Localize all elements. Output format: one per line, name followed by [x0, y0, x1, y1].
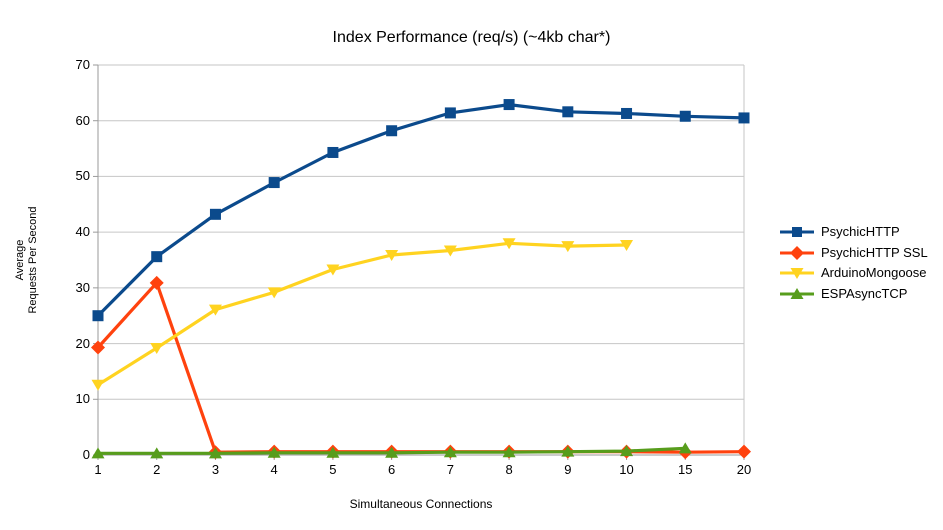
data-point-marker [621, 107, 633, 119]
data-point-marker [208, 304, 222, 316]
series-line-arduinomongoose [97, 241, 627, 387]
x-tick-label: 10 [619, 462, 634, 477]
x-tick-label: 7 [446, 462, 454, 477]
data-point-marker [679, 110, 691, 122]
data-point-marker [386, 125, 398, 137]
data-point-marker [92, 310, 104, 322]
data-point-marker [150, 447, 164, 459]
y-tick-label: 20 [75, 335, 90, 351]
data-point-marker [562, 106, 574, 118]
legend: PsychicHTTP PsychicHTTP SSL ArduinoMongo… [779, 222, 928, 304]
legend-label: ArduinoMongoose [821, 265, 927, 281]
x-tick-label: 5 [329, 462, 337, 477]
data-point-marker [208, 447, 222, 459]
legend-item-arduinomongoose: ArduinoMongoose [779, 263, 928, 284]
y-tick-label: 40 [75, 224, 90, 240]
data-point-marker [149, 275, 164, 290]
x-tick-label: 9 [564, 462, 572, 477]
data-point-marker [91, 340, 105, 355]
series-line-psychichttp [96, 103, 745, 317]
x-tick-label: 4 [270, 462, 278, 477]
data-point-marker [503, 99, 515, 111]
data-point-marker [443, 245, 457, 257]
y-tick-label: 10 [75, 391, 90, 407]
data-point-marker [561, 241, 575, 253]
legend-marker-triangle-down-icon [780, 268, 814, 280]
data-point-marker [91, 379, 105, 391]
data-point-marker [150, 343, 164, 355]
data-point-marker [209, 208, 221, 220]
data-point-marker [738, 112, 750, 124]
data-point-marker [151, 251, 163, 263]
data-point-marker [443, 446, 457, 458]
data-point-marker [444, 107, 456, 119]
y-tick-label: 60 [75, 112, 90, 128]
data-point-marker [326, 264, 340, 276]
data-point-marker [267, 446, 281, 458]
data-point-marker [326, 446, 340, 458]
legend-marker-triangle-up-icon [780, 287, 814, 299]
x-axis-title: Simultaneous Connections [349, 497, 493, 511]
legend-item-psychichttp-ssl: PsychicHTTP SSL [779, 243, 928, 264]
y-tick-label: 0 [82, 447, 90, 462]
data-point-marker [267, 287, 281, 299]
legend-label: PsychicHTTP [821, 224, 900, 240]
legend-item-espasynctcp: ESPAsyncTCP [779, 284, 928, 305]
legend-item-psychichttp: PsychicHTTP [779, 222, 928, 243]
legend-marker-square-icon [780, 227, 814, 238]
data-point-marker [385, 249, 399, 261]
x-tick-label: 3 [211, 462, 220, 477]
legend-label: ESPAsyncTCP [821, 285, 908, 301]
x-tick-label: 8 [505, 462, 513, 477]
legend-label: PsychicHTTP SSL [821, 244, 928, 260]
x-tick-label: 2 [153, 462, 161, 477]
series-line-psychichttp-ssl [96, 281, 745, 454]
y-tick-label: 70 [75, 57, 90, 72]
y-tick-label: 30 [75, 279, 90, 295]
data-point-marker [91, 447, 105, 459]
y-tick-label: 50 [75, 168, 90, 184]
data-point-marker [385, 446, 399, 458]
x-tick-label: 6 [388, 462, 396, 477]
data-point-marker [737, 444, 751, 459]
legend-marker-diamond-icon [780, 245, 814, 260]
x-tick-label: 15 [678, 462, 693, 477]
x-tick-label: 20 [736, 462, 752, 477]
chart-title: Index Performance (req/s) (~4kb char*) [332, 29, 611, 46]
data-point-marker [620, 239, 634, 251]
data-point-marker [502, 238, 516, 250]
data-point-marker [678, 442, 692, 454]
x-tick-label: 1 [94, 462, 102, 477]
data-point-marker [268, 177, 280, 189]
data-point-marker [502, 446, 516, 458]
data-point-marker [620, 445, 634, 457]
data-point-marker [327, 146, 339, 158]
data-point-marker [561, 445, 575, 457]
